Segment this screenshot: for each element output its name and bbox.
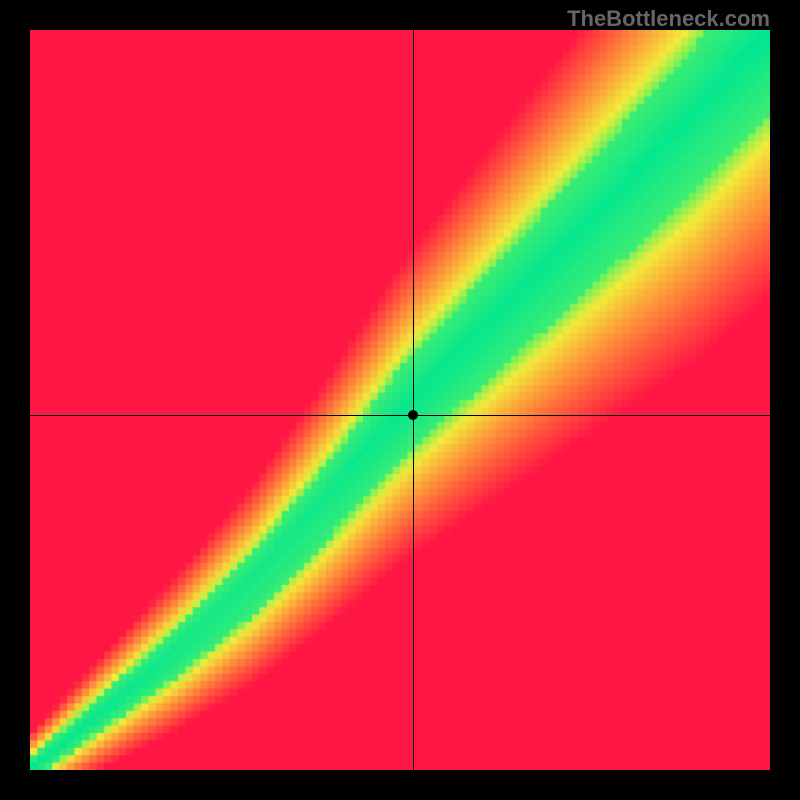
chart-container: TheBottleneck.com <box>0 0 800 800</box>
heatmap-plot <box>30 30 770 770</box>
crosshair-horizontal <box>30 415 770 416</box>
heatmap-canvas <box>30 30 770 770</box>
crosshair-vertical <box>413 30 414 770</box>
intersection-marker <box>408 410 418 420</box>
watermark-text: TheBottleneck.com <box>567 6 770 32</box>
